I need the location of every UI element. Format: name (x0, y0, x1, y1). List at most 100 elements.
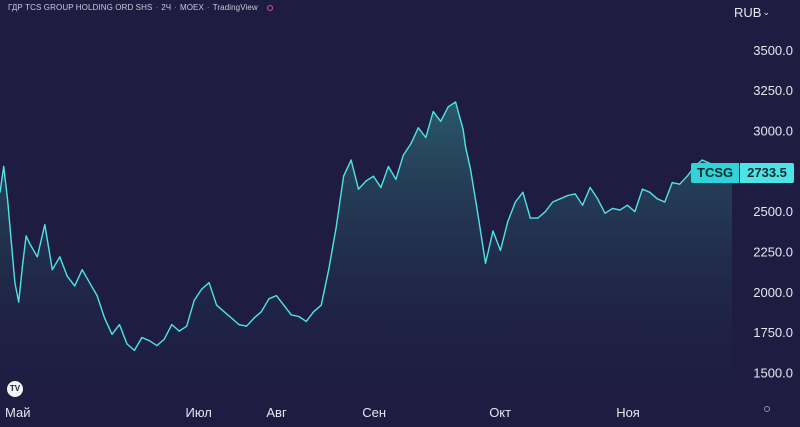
data-point (343, 175, 345, 177)
data-point (290, 314, 292, 316)
data-point (283, 304, 285, 306)
logo-text: TV (9, 384, 21, 393)
data-point (514, 201, 517, 203)
data-point (462, 128, 464, 130)
data-point (36, 256, 38, 258)
data-point (619, 209, 621, 211)
y-tick-label: 2500.0 (753, 204, 793, 219)
data-point (193, 299, 195, 301)
data-point (529, 217, 531, 219)
data-point (455, 101, 457, 103)
data-point (611, 207, 614, 209)
exchange-label: MOEX (179, 3, 204, 12)
data-point (216, 304, 218, 306)
badge-price: 2733.5 (740, 163, 794, 183)
data-point (305, 320, 307, 322)
data-point (231, 317, 233, 319)
badge-symbol: TCSG (691, 163, 740, 183)
data-point (656, 198, 658, 200)
data-point (25, 235, 27, 237)
area-layer (0, 101, 733, 395)
data-point (552, 201, 554, 203)
data-point (380, 186, 382, 189)
data-point (522, 191, 524, 193)
settings-circle-icon[interactable] (764, 406, 770, 412)
data-point (126, 343, 128, 345)
data-point (686, 175, 688, 177)
price-line (0, 101, 733, 352)
data-point (3, 165, 5, 168)
data-point (89, 282, 91, 284)
y-tick-label: 3500.0 (753, 43, 793, 58)
data-point (156, 345, 158, 347)
data-point (634, 211, 636, 213)
data-point (559, 198, 561, 200)
y-axis[interactable]: 1500.01750.02000.02250.02500.02750.03000… (753, 43, 793, 381)
data-point (178, 330, 180, 332)
data-point (335, 227, 337, 229)
x-tick-label: Окт (489, 405, 511, 420)
data-point (29, 243, 31, 245)
data-point (6, 198, 9, 200)
data-point (484, 262, 487, 264)
x-axis[interactable]: Май Июл Авг Сен Окт Ноя (5, 405, 640, 420)
data-point (10, 240, 12, 242)
data-point (492, 230, 494, 232)
data-point (260, 311, 262, 313)
y-tick-label: 3250.0 (753, 83, 793, 98)
data-point (66, 275, 68, 277)
data-point (357, 188, 360, 190)
data-point (470, 169, 472, 171)
data-point (649, 191, 651, 193)
data-point (328, 269, 330, 271)
chart-header: ГДР TCS GROUP HOLDING ORD SHS · 2Ч · MOE… (8, 3, 273, 12)
instrument-title: ГДР TCS GROUP HOLDING ORD SHS (8, 3, 153, 12)
data-point (574, 193, 576, 195)
data-point (133, 349, 135, 351)
data-point (111, 333, 113, 335)
data-point (118, 324, 121, 326)
data-point (537, 217, 539, 219)
data-point (589, 186, 591, 189)
data-point (567, 194, 569, 197)
data-point (0, 191, 1, 193)
data-point (253, 317, 255, 319)
data-point (171, 324, 173, 326)
data-point (245, 325, 248, 327)
data-point (671, 182, 673, 184)
data-point (432, 111, 434, 113)
chevron-down-icon: ⌄ (762, 7, 770, 17)
data-point (641, 188, 644, 190)
data-point (74, 285, 76, 287)
record-dot-icon[interactable] (266, 4, 273, 11)
data-point (372, 175, 375, 177)
x-tick-label: Авг (266, 405, 287, 420)
data-point (96, 295, 98, 297)
data-point (21, 265, 23, 268)
data-point (104, 317, 106, 319)
data-point (44, 224, 46, 226)
data-point (395, 178, 397, 180)
y-tick-label: 3000.0 (753, 124, 793, 139)
data-point (626, 204, 629, 206)
data-point (597, 198, 599, 200)
data-point (313, 311, 315, 313)
data-point (238, 324, 240, 326)
data-point (163, 338, 165, 340)
data-point (425, 136, 427, 139)
data-point (223, 311, 225, 313)
data-point (410, 143, 412, 145)
data-point (582, 204, 584, 206)
data-point (186, 325, 188, 327)
tradingview-logo-icon[interactable]: TV (7, 381, 23, 397)
data-point (402, 154, 404, 156)
currency-selector[interactable]: RUB⌄ (734, 5, 770, 20)
interval-label[interactable]: 2Ч (161, 3, 172, 12)
data-point (81, 269, 83, 271)
data-point (544, 211, 546, 213)
data-point (350, 159, 352, 161)
data-point (679, 183, 681, 185)
data-point (365, 180, 367, 182)
